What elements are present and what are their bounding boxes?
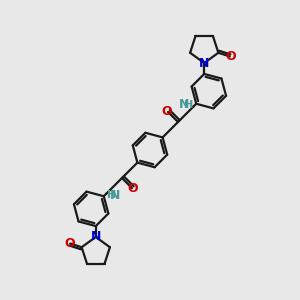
Text: N: N: [199, 56, 209, 70]
Text: O: O: [225, 50, 236, 63]
Text: O: O: [64, 237, 75, 250]
Text: H: H: [107, 190, 116, 200]
Text: N: N: [179, 98, 190, 111]
Text: O: O: [162, 106, 172, 118]
Text: O: O: [128, 182, 138, 194]
Text: H: H: [184, 100, 193, 110]
Text: N: N: [91, 230, 101, 244]
Text: N: N: [110, 189, 121, 202]
